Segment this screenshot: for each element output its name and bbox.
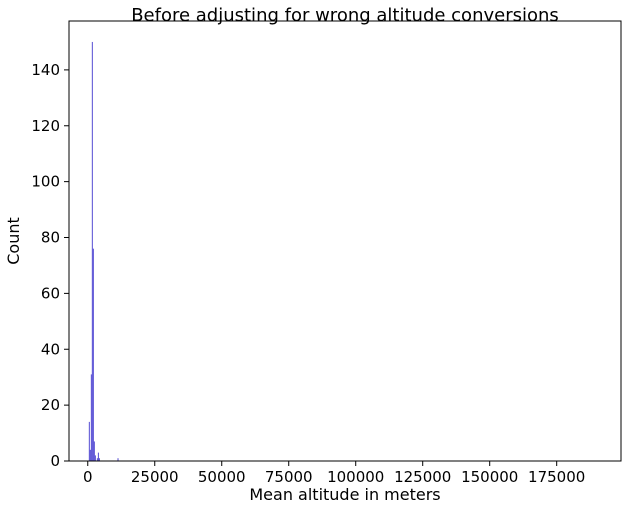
y-tick-label: 20 <box>41 396 60 414</box>
x-tick-label: 25000 <box>131 468 179 486</box>
histogram-bar <box>90 374 92 461</box>
y-tick-label: 40 <box>41 340 60 358</box>
histogram-bar <box>88 421 90 461</box>
x-axis: 0 25000 50000 75000 100000 125000 150000 175000 <box>83 461 585 486</box>
chart-title: Before adjusting for wrong altitude conv… <box>131 5 559 26</box>
y-axis: 0 20 40 60 80 100 120 140 <box>31 61 69 470</box>
plot-frame <box>68 20 622 462</box>
bars-group <box>88 41 119 461</box>
y-tick-label: 60 <box>41 284 60 302</box>
histogram-bar <box>98 458 100 461</box>
histogram-bar <box>96 458 98 461</box>
histogram-bar <box>97 452 99 461</box>
x-axis-label: Mean altitude in meters <box>249 485 440 504</box>
y-tick-label: 0 <box>50 452 60 470</box>
x-tick-label: 175000 <box>528 468 585 486</box>
x-tick-label: 150000 <box>461 468 518 486</box>
histogram-bar <box>93 441 95 461</box>
x-tick-label: 75000 <box>265 468 313 486</box>
x-tick-label: 0 <box>83 468 93 486</box>
x-tick-label: 100000 <box>327 468 384 486</box>
y-tick-label: 100 <box>31 173 60 191</box>
histogram-bar <box>92 248 94 461</box>
histogram-bar <box>94 455 96 461</box>
histogram-bar <box>89 449 91 461</box>
x-tick-label: 50000 <box>198 468 246 486</box>
y-tick-label: 120 <box>31 117 60 135</box>
y-tick-label: 140 <box>31 61 60 79</box>
plot-area <box>68 20 622 462</box>
y-axis-label: Count <box>4 217 23 265</box>
histogram-bar <box>117 458 119 461</box>
x-tick-label: 125000 <box>394 468 451 486</box>
y-tick-label: 80 <box>41 229 60 247</box>
histogram-bar <box>91 41 93 461</box>
